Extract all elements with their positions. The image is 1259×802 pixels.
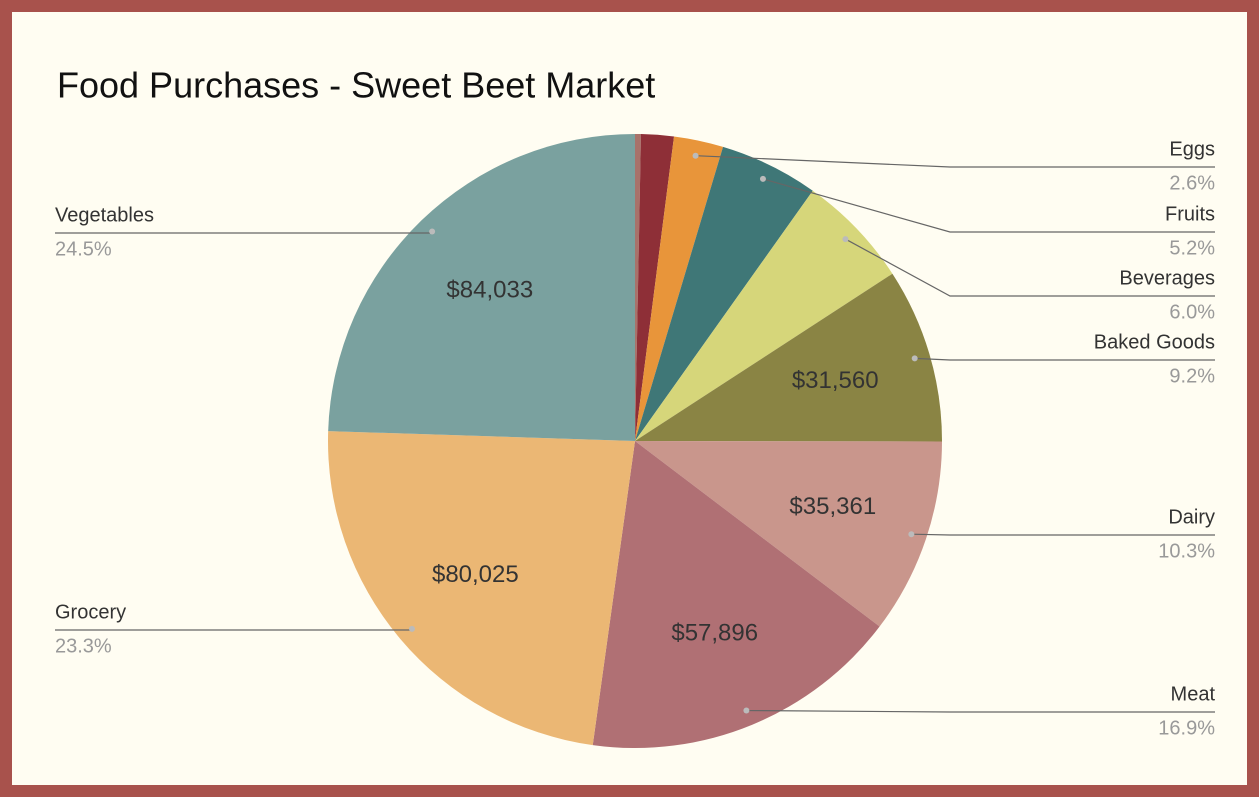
- leader-line: [762, 178, 1215, 233]
- legend-label: Beverages: [1119, 267, 1215, 289]
- leader-dot: [842, 236, 849, 243]
- pie-slice: [635, 136, 724, 441]
- leader-dot: [759, 175, 766, 182]
- slice-value-label: $35,361: [789, 493, 876, 520]
- leader-dot: [911, 355, 918, 362]
- percent-label: 9.2%: [1169, 365, 1215, 387]
- leader-dot: [908, 531, 915, 538]
- pie-slice: [635, 146, 813, 442]
- percent-label: 2.6%: [1169, 172, 1215, 194]
- pie-slice: [635, 190, 893, 441]
- pie-slice: [635, 441, 942, 627]
- leader-line: [914, 357, 1215, 361]
- slice-value-label: $31,560: [792, 367, 879, 394]
- percent-label: 5.2%: [1169, 237, 1215, 259]
- pie-slice: [328, 134, 635, 441]
- pie-slice: [592, 441, 880, 748]
- slice-value-label: $57,896: [671, 619, 758, 646]
- legend-label: Vegetables: [55, 204, 154, 226]
- legend-label: Baked Goods: [1094, 331, 1215, 353]
- pie-slice: [635, 134, 641, 441]
- legend-label: Grocery: [55, 601, 126, 623]
- percent-label: 6.0%: [1169, 301, 1215, 323]
- legend-label: Fruits: [1165, 203, 1215, 225]
- leader-line: [845, 238, 1215, 297]
- legend-label: Dairy: [1168, 506, 1215, 528]
- pie-slice: [635, 134, 675, 442]
- slice-value-label: $84,033: [446, 276, 533, 303]
- legend-label: Eggs: [1169, 138, 1215, 160]
- percent-label: 10.3%: [1158, 540, 1215, 562]
- pie-slice: [328, 431, 635, 746]
- leader-dot: [692, 152, 699, 159]
- leader-dot: [429, 228, 436, 235]
- percent-label: 24.5%: [55, 238, 112, 260]
- leader-line: [911, 533, 1215, 536]
- leader-line: [695, 155, 1215, 168]
- slice-value-label: $80,025: [432, 561, 519, 588]
- percent-label: 23.3%: [55, 635, 112, 657]
- chart-title: Food Purchases - Sweet Beet Market: [57, 65, 655, 106]
- percent-label: 16.9%: [1158, 717, 1215, 739]
- leader-line: [746, 709, 1215, 713]
- pie-slice: [635, 273, 942, 442]
- leader-dot: [408, 625, 415, 632]
- leader-dot: [743, 707, 750, 714]
- legend-label: Meat: [1171, 683, 1216, 705]
